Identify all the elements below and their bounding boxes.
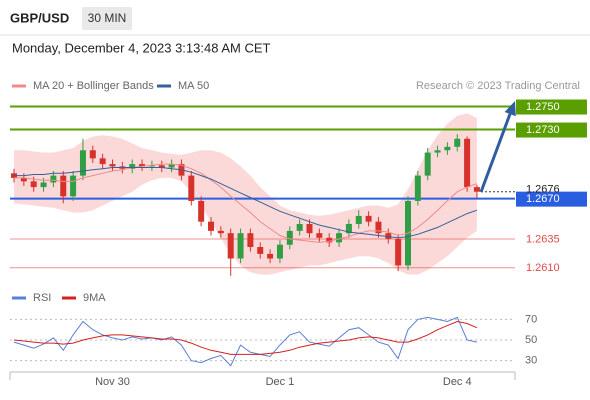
candle-body bbox=[70, 175, 77, 197]
y-tick-label: 50 bbox=[525, 334, 537, 346]
candle-body bbox=[217, 230, 224, 234]
candle-body bbox=[247, 233, 254, 247]
candle-body bbox=[227, 233, 234, 259]
candle-body bbox=[296, 223, 303, 231]
candle-body bbox=[355, 215, 362, 224]
ma-line bbox=[14, 167, 478, 239]
candle-body bbox=[188, 175, 195, 201]
candle-body bbox=[395, 238, 402, 266]
candle-body bbox=[454, 138, 461, 147]
candle-body bbox=[109, 164, 116, 167]
legend-label: RSI bbox=[33, 292, 51, 304]
candle-body bbox=[99, 158, 106, 165]
candle-body bbox=[306, 223, 313, 234]
interval: 30 MIN bbox=[88, 11, 127, 25]
candle-body bbox=[267, 253, 274, 259]
level-label: 1.2635 bbox=[526, 233, 560, 245]
candle-body bbox=[316, 233, 323, 238]
symbol: GBP/USD bbox=[10, 10, 69, 25]
candle-body bbox=[148, 165, 155, 167]
candle-body bbox=[40, 182, 47, 188]
candle-body bbox=[345, 223, 352, 234]
candle-body bbox=[30, 181, 37, 188]
bollinger-band bbox=[14, 113, 477, 275]
candle-body bbox=[434, 150, 441, 153]
candle-body bbox=[139, 164, 146, 167]
candle-body bbox=[89, 150, 96, 159]
candle-body bbox=[336, 233, 343, 243]
candle-body bbox=[168, 164, 175, 168]
y-tick-label: 70 bbox=[525, 313, 537, 325]
level-label: 1.2750 bbox=[526, 101, 560, 113]
candle-body bbox=[208, 221, 214, 231]
candle-body bbox=[464, 138, 471, 188]
candle-body bbox=[158, 165, 165, 168]
y-tick-label: 30 bbox=[525, 354, 537, 366]
candle-body bbox=[20, 177, 27, 182]
candle-body bbox=[50, 175, 57, 183]
level-label-box bbox=[516, 191, 587, 207]
candle-body bbox=[473, 187, 480, 192]
legend-label: 9MA bbox=[83, 292, 106, 304]
level-label: 1.2610 bbox=[526, 262, 560, 274]
forecast-arrow bbox=[479, 113, 512, 193]
indicator-line bbox=[13, 320, 478, 355]
timestamp: Monday, December 4, 2023 3:13:48 AM CET bbox=[12, 40, 271, 55]
candle-body bbox=[414, 175, 421, 201]
level-label: 1.2730 bbox=[526, 124, 560, 136]
credit: Research © 2023 Trading Central bbox=[416, 80, 580, 92]
candle-body bbox=[60, 175, 67, 197]
indicator-line bbox=[13, 316, 478, 367]
candle-body bbox=[286, 230, 293, 245]
candle-body bbox=[276, 244, 283, 259]
candle-body bbox=[129, 164, 136, 169]
candle-body bbox=[326, 237, 333, 243]
candle-body bbox=[375, 221, 382, 234]
x-tick-label: Dec 4 bbox=[443, 376, 472, 388]
candle-body bbox=[257, 247, 264, 254]
candle-body bbox=[365, 215, 372, 222]
x-tick-label: Nov 30 bbox=[95, 376, 130, 388]
candle-body bbox=[79, 150, 86, 176]
interval-pill bbox=[82, 7, 132, 30]
level-label-box bbox=[516, 99, 587, 115]
level-label-box bbox=[516, 122, 587, 138]
candle-body bbox=[198, 200, 205, 222]
band-layer bbox=[14, 113, 477, 275]
level-label: 1.2670 bbox=[526, 193, 560, 205]
candle-body bbox=[424, 152, 431, 176]
last-price-label: 1.2676 bbox=[526, 184, 560, 196]
legend-label: MA 20 + Bollinger Bands bbox=[33, 80, 154, 92]
main-layer: 1.2750 1.2730 1.2670 1.2635 1.2610 MA 20 + Bo… bbox=[10, 80, 587, 388]
ma-line bbox=[14, 163, 478, 243]
forecast-arrowhead bbox=[504, 101, 516, 117]
candle-body bbox=[237, 233, 244, 259]
candle-body bbox=[385, 233, 392, 239]
x-tick-label: Dec 1 bbox=[266, 376, 295, 388]
legend-label: MA 50 bbox=[178, 80, 209, 92]
candle-body bbox=[444, 146, 451, 151]
